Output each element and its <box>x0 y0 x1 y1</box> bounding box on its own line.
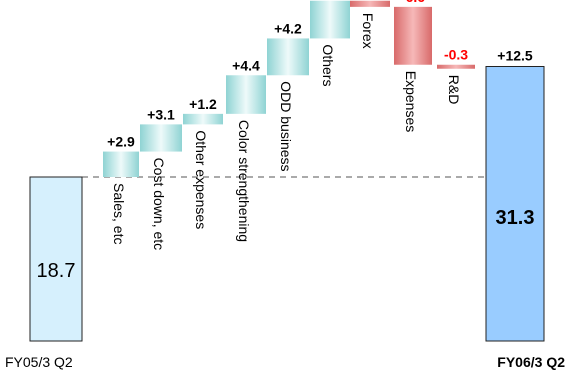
waterfall-bar <box>437 64 475 69</box>
bar-value-label: +1.2 <box>189 96 217 112</box>
category-label: ODD business <box>278 81 294 171</box>
waterfall-bar <box>140 124 182 152</box>
category-label: Expenses <box>403 71 419 132</box>
start-bar <box>29 176 83 342</box>
start-bar-value: 18.7 <box>37 260 76 282</box>
category-label: Other expenses <box>193 130 209 229</box>
category-label: Cost down, etc <box>151 158 167 251</box>
waterfall-bar <box>310 0 350 39</box>
end-bar-label: FY06/3 Q2 <box>497 354 565 370</box>
bar-value-label: +4.4 <box>232 57 260 73</box>
category-label: Forex <box>360 13 376 49</box>
bar-value-label: +2.9 <box>107 134 135 150</box>
bar-value-label: +3.1 <box>147 106 175 122</box>
waterfall-bar <box>350 0 390 7</box>
category-label: R&D <box>446 75 462 105</box>
category-label: Others <box>320 44 336 86</box>
waterfall-bar <box>103 151 139 178</box>
waterfall-bar <box>267 38 309 76</box>
total-change-label: +12.5 <box>497 47 533 63</box>
waterfall-bar <box>226 75 266 114</box>
waterfall-bar <box>394 6 432 65</box>
start-bar-label: FY05/3 Q2 <box>5 354 73 370</box>
bar-value-label: +4.2 <box>274 20 302 36</box>
end-bar <box>485 65 545 342</box>
end-bar-value: 31.3 <box>496 207 535 229</box>
bar-value-label: -0.3 <box>444 47 468 63</box>
category-label: Color strengthening <box>236 120 252 242</box>
bar-value-label: -6.6 <box>401 0 425 5</box>
category-label: Sales, etc <box>111 183 127 244</box>
waterfall-bar <box>183 113 223 125</box>
